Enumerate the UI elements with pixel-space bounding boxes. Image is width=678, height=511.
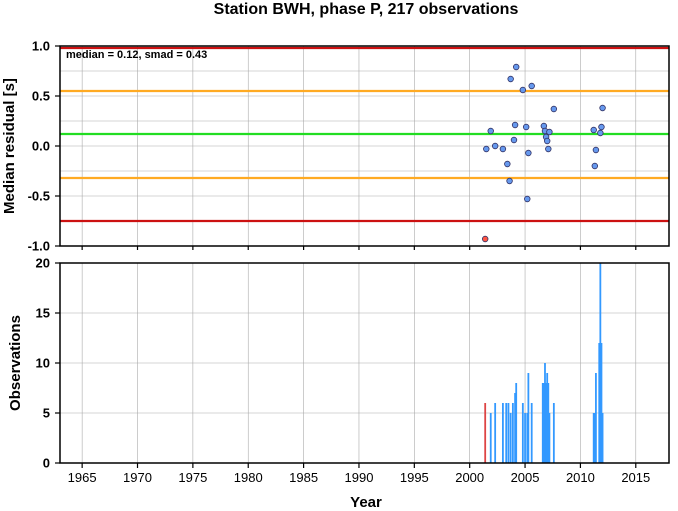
residual-point: [592, 146, 600, 154]
residual-x-ticks: [81, 246, 637, 250]
residual-point: [590, 126, 597, 134]
residual-annotation: median = 0.12, smad = 0.43: [66, 49, 207, 61]
residual-point: [546, 128, 553, 136]
observations-y-tick-label: 15: [36, 306, 50, 321]
observations-bars: [484, 263, 604, 463]
residual-y-tick-label: -0.5: [28, 189, 50, 204]
residual-point: [499, 145, 507, 153]
residual-y-ticks: -1.0 -0.5 0.0 0.5 1.0: [28, 39, 60, 254]
x-tick-label: 1990: [345, 470, 374, 485]
residual-point: [591, 162, 599, 170]
residual-point: [519, 86, 527, 94]
x-tick-label: 2010: [566, 470, 595, 485]
observations-panel: 0 5 10 15 20 1965 1970 1975 1980 1985 1990 1995 200…: [7, 256, 670, 511]
observations-y-tick-label: 5: [43, 406, 50, 421]
x-tick-label: 1980: [234, 470, 263, 485]
residual-point: [506, 177, 513, 185]
residual-point: [491, 142, 499, 150]
residual-point: [550, 105, 558, 113]
residual-point: [597, 129, 604, 137]
residual-point: [511, 121, 519, 129]
residual-point: [483, 145, 490, 153]
residual-point: [522, 123, 530, 131]
x-tick-label: 2005: [511, 470, 540, 485]
residual-point: [524, 195, 531, 203]
residual-point: [512, 63, 520, 71]
observations-y-tick-label: 10: [36, 356, 50, 371]
x-tick-label: 2000: [455, 470, 484, 485]
residual-point: [510, 136, 518, 144]
observations-y-tick-label: 20: [36, 256, 50, 271]
residual-point: [487, 127, 494, 135]
x-tick-label: 1965: [68, 470, 97, 485]
residual-point: [504, 160, 511, 168]
residual-y-axis-label: Median residual [s]: [1, 78, 18, 214]
residual-point: [599, 104, 606, 112]
x-axis-label: Year: [350, 494, 382, 511]
x-tick-label: 1985: [289, 470, 318, 485]
observations-y-ticks: 0 5 10 15 20: [36, 256, 60, 471]
x-tick-label: 1995: [400, 470, 429, 485]
residual-y-tick-label: 1.0: [32, 39, 50, 54]
observations-y-tick-label: 0: [43, 456, 50, 471]
residual-point: [544, 137, 551, 145]
x-tick-label: 1970: [123, 470, 152, 485]
residual-point: [598, 123, 605, 131]
residual-point: [545, 145, 552, 153]
residual-y-tick-label: 0.5: [32, 89, 50, 104]
residual-point: [525, 149, 532, 157]
observations-x-ticks: 1965 1970 1975 1980 1985 1990 1995 2000 2005 2010…: [68, 463, 650, 485]
x-tick-label: 1975: [178, 470, 207, 485]
observations-y-axis-label: Observations: [7, 315, 24, 411]
residual-y-tick-label: -1.0: [28, 239, 50, 254]
x-tick-label: 2015: [621, 470, 650, 485]
residual-point: [528, 82, 535, 90]
chart-title: Station BWH, phase P, 217 observations: [214, 1, 519, 18]
residual-point: [481, 235, 489, 243]
residual-y-tick-label: 0.0: [32, 139, 50, 154]
residual-points: [481, 63, 606, 243]
residual-panel: -1.0 -0.5 0.0 0.5 1.0 median = 0.12, smad = …: [1, 39, 670, 254]
residual-reference-lines: [60, 46, 669, 223]
residual-point: [507, 75, 514, 83]
